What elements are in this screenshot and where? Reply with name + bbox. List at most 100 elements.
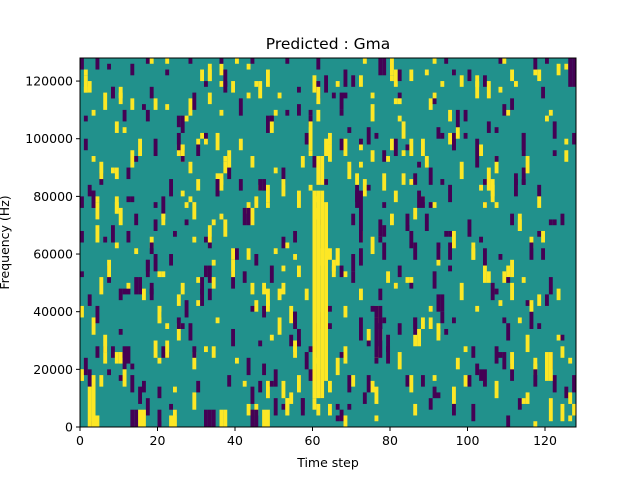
heatmap-cell [452,403,456,416]
heatmap-cells [80,58,577,427]
heatmap-cell [552,150,557,157]
heatmap-cell [417,328,422,347]
heatmap-cell [397,265,402,278]
heatmap-cell [510,213,515,226]
heatmap-cell [378,236,383,243]
heatmap-cell [180,190,185,197]
heatmap-cell [223,69,228,87]
heatmap-cell [281,179,286,197]
heatmap-cell [444,230,449,237]
heatmap-cell [196,144,201,157]
heatmap-cell [335,248,340,266]
heatmap-cell [254,254,259,266]
heatmap-cell [328,305,332,312]
heatmap-cell [428,202,433,208]
heatmap-cell [448,230,453,237]
heatmap-cell [262,363,267,376]
heatmap-cell [335,357,340,376]
heatmap-cell [200,288,205,306]
heatmap-cell [297,104,301,116]
heatmap-cell [80,196,84,208]
heatmap-cell [382,202,387,208]
heatmap-cell [215,179,220,197]
heatmap-cell [227,150,232,168]
heatmap-cell [196,138,201,145]
heatmap-cell [153,219,158,231]
heatmap-cell [308,121,313,151]
heatmap-cell [153,98,158,110]
heatmap-cell [537,230,542,237]
heatmap-cell [231,248,236,260]
x-tick-label: 0 [76,433,84,448]
heatmap-cell [176,132,181,151]
heatmap-cell [413,242,418,260]
heatmap-cell [405,225,410,231]
heatmap-cell [312,190,317,399]
heatmap-cell [421,317,425,329]
heatmap-cell [219,58,224,64]
heatmap-cell [262,282,267,295]
heatmap-cell [188,196,193,203]
heatmap-cell [285,398,290,416]
heatmap-cell [80,271,84,278]
heatmap-cell [537,184,542,197]
heatmap-cell [413,403,418,416]
heatmap-cell [432,92,437,99]
heatmap-cell [231,81,236,93]
heatmap-cell [517,398,522,410]
heatmap-cell [351,271,356,283]
heatmap-cell [250,207,255,226]
heatmap-cell [196,380,201,393]
heatmap-cell [266,380,270,399]
heatmap-cell [250,386,255,404]
heatmap-cell [459,282,464,301]
heatmap-cell [502,104,507,116]
heatmap-cell [188,58,193,64]
heatmap-cell [564,150,569,162]
heatmap-cell [308,184,313,191]
heatmap-cell [300,156,305,168]
heatmap-cell [529,242,534,260]
heatmap-cell [126,282,131,289]
heatmap-cell [207,225,212,243]
heatmap-cell [467,219,472,237]
y-ticks: 0 20000 40000 60000 80000 100000 120000 [25,74,80,435]
heatmap-cell [529,236,534,249]
heatmap-cell [138,409,143,427]
heatmap-cell [192,346,197,358]
heatmap-cell [413,317,418,335]
heatmap-cell [355,173,360,185]
heatmap-cell [409,375,414,393]
heatmap-cell [405,375,410,387]
heatmap-cell [498,352,503,358]
heatmap-cell [324,202,329,381]
heatmap-cell [393,138,398,157]
heatmap-cell [548,219,553,226]
heatmap-cell [397,323,402,335]
heatmap-cell [149,58,154,64]
heatmap-cell [494,202,499,208]
heatmap-cell [564,138,569,145]
heatmap-cell [161,271,166,278]
heatmap-cell [440,294,445,312]
heatmap-cell [87,184,92,197]
heatmap-cell [297,86,301,93]
heatmap-cell [510,363,515,381]
heatmap-cell [568,415,573,422]
heatmap-cell [207,409,212,427]
heatmap-cell [130,63,135,76]
heatmap-cell [238,138,243,151]
heatmap-cell [413,207,418,220]
heatmap-cell [87,294,92,306]
y-tick-label: 60000 [33,247,73,262]
heatmap-cell [238,179,243,191]
heatmap-cell [382,317,387,324]
heatmap-cell [378,219,383,237]
heatmap-cell [231,259,236,278]
heatmap-cell [215,132,220,151]
heatmap-cell [188,98,193,116]
heatmap-cell [80,369,84,381]
heatmap-cell [428,398,433,410]
heatmap-cell [374,132,379,139]
heatmap-cell [490,282,495,301]
